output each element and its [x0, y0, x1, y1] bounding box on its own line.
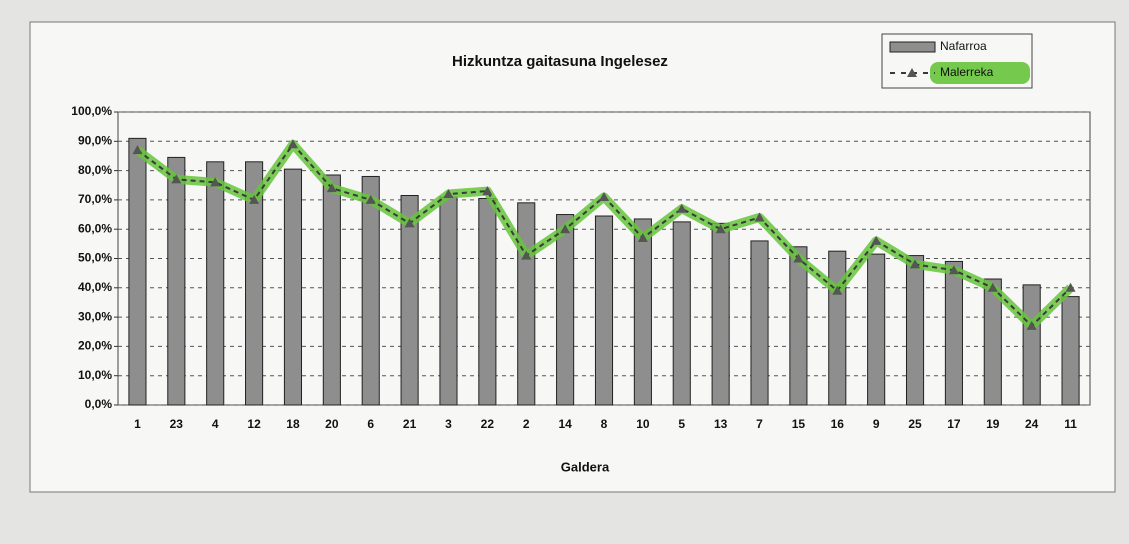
x-tick-label: 6	[367, 417, 374, 431]
bar	[633, 218, 652, 406]
x-tick-label: 12	[247, 417, 261, 431]
x-tick-label: 21	[403, 417, 417, 431]
marker	[404, 218, 415, 228]
y-tick-label: 60,0%	[78, 221, 112, 235]
legend-marker	[907, 68, 917, 77]
x-tick-label: 8	[601, 417, 608, 431]
x-tick-label: 20	[325, 417, 339, 431]
bar	[1061, 296, 1080, 406]
x-tick-label: 14	[558, 417, 572, 431]
bar	[283, 168, 303, 406]
bar	[1022, 284, 1041, 406]
bar	[517, 202, 536, 406]
marker	[987, 282, 998, 292]
legend-label: Nafarroa	[940, 39, 987, 53]
x-tick-label: 23	[170, 417, 184, 431]
x-tick-label: 25	[908, 417, 922, 431]
marker	[326, 183, 337, 193]
y-tick-label: 100,0%	[71, 104, 112, 118]
bar	[711, 222, 730, 406]
x-tick-label: 7	[756, 417, 763, 431]
bar	[789, 246, 808, 406]
x-tick-label: 19	[986, 417, 1000, 431]
x-tick-label: 3	[445, 417, 452, 431]
x-tick-label: 2	[523, 417, 530, 431]
x-tick-label: 9	[873, 417, 880, 431]
y-tick-label: 0,0%	[85, 397, 113, 411]
y-tick-label: 80,0%	[78, 163, 112, 177]
x-tick-label: 22	[481, 417, 495, 431]
marker	[754, 212, 765, 222]
bar	[944, 260, 963, 406]
marker	[637, 232, 648, 242]
legend-label: Malerreka	[940, 65, 994, 79]
legend-highlight	[930, 62, 1030, 84]
bar	[867, 253, 886, 406]
marker	[443, 189, 454, 199]
bar	[245, 161, 264, 406]
legend-swatch	[889, 41, 936, 53]
bar	[400, 195, 419, 406]
marker	[715, 224, 726, 234]
x-tick-label: 15	[792, 417, 806, 431]
marker	[910, 259, 921, 269]
y-tick-label: 40,0%	[78, 280, 112, 294]
bar	[828, 250, 847, 406]
bar	[594, 215, 614, 406]
marker	[676, 203, 687, 213]
y-tick-label: 30,0%	[78, 309, 112, 323]
bar	[556, 214, 575, 406]
chart-title: Hizkuntza gaitasuna Ingelesez	[452, 53, 668, 70]
marker	[599, 191, 609, 201]
bar	[983, 278, 1002, 406]
marker	[287, 139, 298, 149]
marker	[871, 235, 882, 245]
marker	[1065, 282, 1076, 292]
x-tick-label: 4	[212, 417, 219, 431]
x-tick-label: 18	[286, 417, 300, 431]
marker	[365, 194, 376, 204]
y-tick-label: 50,0%	[78, 251, 112, 265]
marker	[832, 285, 843, 295]
marker	[948, 265, 959, 275]
bar	[750, 240, 769, 406]
marker	[560, 224, 571, 234]
x-axis-label: Galdera	[561, 459, 610, 474]
y-tick-label: 10,0%	[78, 368, 112, 382]
y-tick-label: 20,0%	[78, 339, 112, 353]
x-tick-label: 17	[947, 417, 961, 431]
y-tick-label: 70,0%	[78, 192, 112, 206]
bar	[905, 255, 925, 406]
marker	[249, 194, 260, 204]
bar	[206, 161, 225, 406]
x-tick-label: 13	[714, 417, 728, 431]
x-tick-label: 16	[831, 417, 845, 431]
x-tick-label: 24	[1025, 417, 1039, 431]
bar	[478, 197, 497, 406]
bar	[128, 137, 147, 406]
bar	[361, 175, 380, 406]
bar	[167, 156, 186, 406]
marker	[482, 186, 493, 196]
x-tick-label: 10	[636, 417, 650, 431]
marker	[132, 145, 143, 155]
marker	[793, 253, 804, 263]
marker	[210, 177, 221, 187]
x-tick-label: 1	[134, 417, 141, 431]
x-tick-label: 5	[678, 417, 685, 431]
bar	[439, 196, 458, 406]
bar	[672, 221, 691, 406]
x-tick-label: 11	[1064, 417, 1077, 431]
marker	[1026, 320, 1037, 330]
bar	[322, 174, 341, 406]
marker	[521, 250, 532, 260]
y-tick-label: 90,0%	[78, 133, 112, 147]
marker	[171, 174, 182, 184]
